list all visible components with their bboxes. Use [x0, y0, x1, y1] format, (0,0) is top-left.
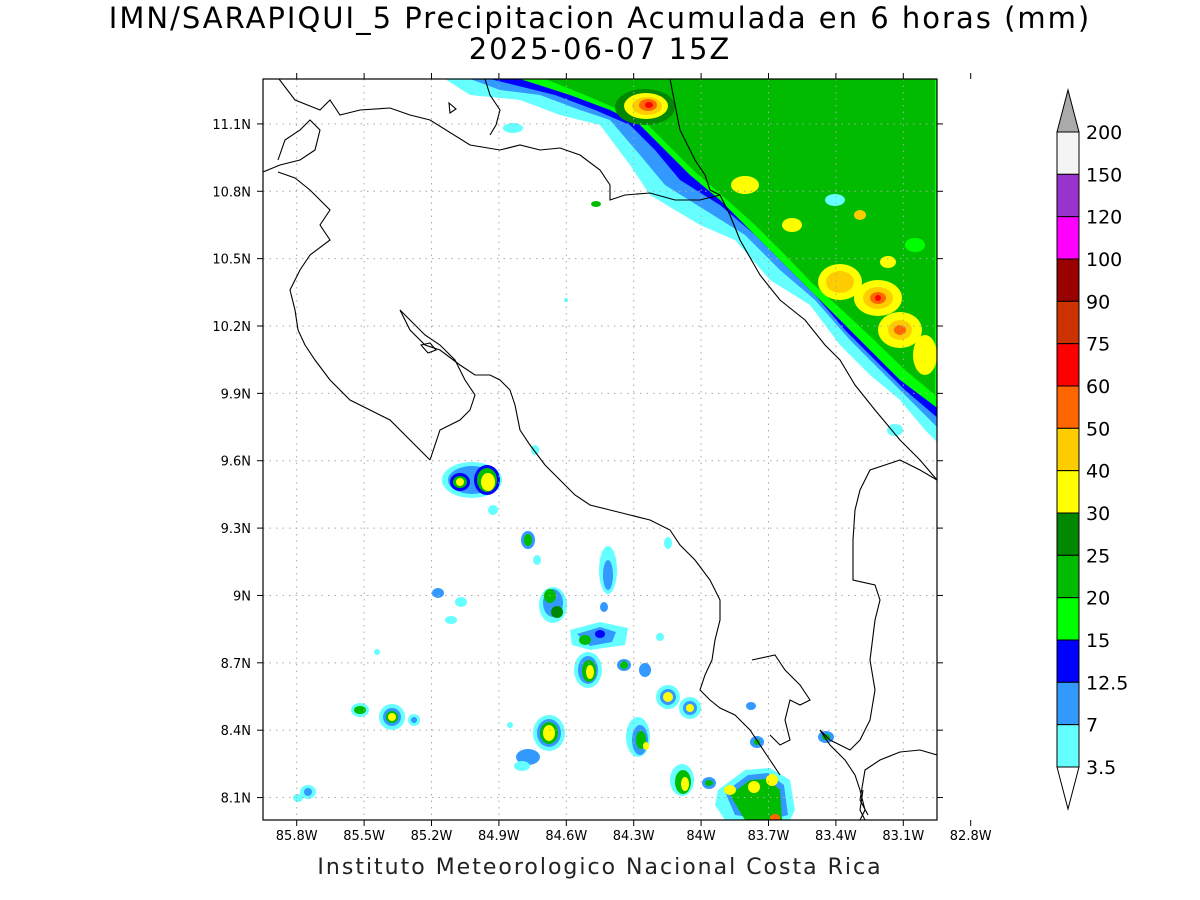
footer-credit: Instituto Meteorologico Nacional Costa R… [317, 855, 883, 880]
colorbar-over-triangle [1056, 88, 1080, 133]
colorbar-label: 20 [1086, 588, 1110, 610]
lat-tick-label: 8.7N [221, 657, 251, 672]
lon-tick-label: 84.9W [478, 829, 520, 844]
colorbar-under-triangle [1056, 766, 1080, 811]
colorbar-label: 50 [1086, 418, 1110, 440]
colorbar-label: 7 [1086, 715, 1098, 737]
latitude-axis: 11.1N 10.8N 10.5N 10.2N 9.9N 9.6N 9.3N 9N 8.7N 8.… [212, 118, 943, 807]
colorbar-label: 60 [1086, 376, 1110, 398]
map-valid-time: 2025-06-07 15Z [468, 32, 732, 66]
colorbar-swatch [1056, 554, 1080, 599]
colorbar-swatch [1056, 343, 1080, 387]
lon-tick-label: 84.3W [613, 829, 655, 844]
colorbar: 200 150 120 100 90 75 60 50 40 30 25 20 15 12.5 7 3.5 [1056, 88, 1128, 811]
lon-tick-label: 83.7W [748, 829, 790, 844]
colorbar-swatch [1056, 427, 1080, 472]
colorbar-swatch [1056, 470, 1080, 514]
lon-tick-label: 82.8W [950, 829, 992, 844]
lat-tick-label: 10.2N [212, 320, 251, 335]
lon-tick-label: 85.8W [276, 829, 318, 844]
colorbar-label: 75 [1086, 334, 1110, 356]
lat-tick-label: 11.1N [212, 118, 251, 133]
coastline [263, 79, 937, 820]
colorbar-label: 15 [1086, 630, 1110, 652]
lat-tick-label: 9N [233, 589, 251, 604]
colorbar-label: 30 [1086, 503, 1110, 525]
colorbar-label: 150 [1086, 164, 1122, 186]
colorbar-swatch [1056, 300, 1080, 345]
map-title: IMN/SARAPIQUI_5 Precipitacion Acumulada … [108, 1, 1092, 35]
colorbar-swatch [1056, 724, 1080, 768]
lat-tick-label: 8.4N [221, 724, 251, 739]
lat-tick-label: 9.9N [221, 387, 251, 402]
colorbar-swatch [1056, 597, 1080, 641]
lon-tick-label: 85.5W [343, 829, 385, 844]
colorbar-label: 200 [1086, 122, 1122, 144]
colorbar-swatch [1056, 512, 1080, 556]
longitude-axis: 85.8W 85.5W 85.2W 84.9W 84.6W 84.3W 84W 83.7W 83… [276, 73, 992, 844]
lon-tick-label: 85.2W [411, 829, 453, 844]
colorbar-label: 12.5 [1086, 672, 1128, 694]
colorbar-label: 40 [1086, 461, 1110, 483]
colorbar-swatch [1056, 385, 1080, 429]
colorbar-label: 100 [1086, 249, 1122, 271]
lon-tick-label: 84.6W [545, 829, 587, 844]
colorbar-label: 3.5 [1086, 757, 1116, 779]
colorbar-swatch [1056, 258, 1080, 302]
colorbar-swatch [1056, 131, 1080, 175]
colorbar-label: 120 [1086, 207, 1122, 229]
colorbar-swatch [1056, 681, 1080, 726]
lat-tick-label: 10.5N [212, 253, 251, 268]
map-frame [262, 78, 938, 821]
colorbar-swatch [1056, 639, 1080, 683]
lat-tick-label: 10.8N [212, 185, 251, 200]
lat-tick-label: 9.6N [221, 455, 251, 470]
colorbar-swatch [1056, 216, 1080, 260]
colorbar-label: 25 [1086, 545, 1110, 567]
lat-tick-label: 9.3N [221, 522, 251, 537]
precipitation-field [293, 79, 937, 820]
lat-tick-label: 8.1N [221, 792, 251, 807]
lon-tick-label: 84W [686, 829, 716, 844]
lon-tick-label: 83.1W [882, 829, 924, 844]
graticule [263, 79, 937, 820]
lon-tick-label: 83.4W [815, 829, 857, 844]
colorbar-swatch [1056, 173, 1080, 218]
colorbar-label: 90 [1086, 291, 1110, 313]
